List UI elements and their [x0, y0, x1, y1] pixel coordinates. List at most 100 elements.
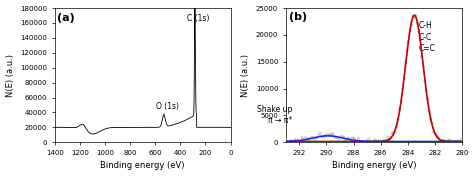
- Point: [318, 135, 325, 138]
- Point: [387, 136, 395, 139]
- Point: [393, 126, 401, 128]
- Point: [422, 89, 430, 92]
- Point: [434, 136, 442, 139]
- Point: [383, 139, 390, 142]
- Point: [438, 139, 445, 142]
- Point: [381, 139, 389, 142]
- Point: [300, 138, 308, 141]
- Point: [362, 141, 370, 144]
- Point: [389, 132, 396, 134]
- Point: [431, 132, 439, 135]
- Point: [357, 140, 365, 143]
- Point: [397, 100, 405, 102]
- Point: [285, 140, 292, 143]
- Text: C (1s): C (1s): [187, 14, 210, 23]
- Point: [360, 141, 368, 144]
- X-axis label: Binding energy (eV): Binding energy (eV): [100, 161, 185, 170]
- Point: [340, 136, 347, 139]
- Point: [366, 140, 374, 143]
- Point: [291, 139, 299, 142]
- Point: [394, 118, 402, 121]
- Point: [375, 141, 383, 144]
- Text: (a): (a): [57, 12, 75, 23]
- Point: [445, 139, 452, 142]
- Text: Shake up
π → π*: Shake up π → π*: [257, 105, 292, 125]
- Point: [344, 137, 352, 140]
- Point: [315, 134, 322, 137]
- Point: [332, 136, 340, 139]
- Point: [442, 140, 449, 143]
- Point: [427, 117, 435, 120]
- Point: [451, 140, 458, 143]
- Point: [287, 140, 294, 143]
- Point: [298, 136, 306, 139]
- Point: [347, 139, 355, 142]
- Point: [288, 140, 296, 142]
- Point: [436, 140, 443, 143]
- Point: [426, 110, 433, 113]
- Point: [380, 139, 387, 142]
- Text: C-H
C-C
C=C: C-H C-C C=C: [419, 21, 435, 53]
- Point: [356, 141, 364, 144]
- Point: [312, 137, 319, 140]
- Point: [313, 136, 321, 139]
- Point: [355, 137, 362, 140]
- Point: [424, 98, 431, 100]
- Point: [307, 137, 315, 139]
- Point: [377, 140, 384, 143]
- Point: [343, 138, 350, 141]
- Point: [372, 140, 380, 143]
- Point: [353, 140, 361, 142]
- Point: [306, 139, 313, 142]
- Y-axis label: N(E) (a.u.): N(E) (a.u.): [241, 54, 250, 97]
- Point: [374, 139, 381, 142]
- Point: [303, 139, 310, 142]
- Point: [458, 138, 465, 141]
- Point: [338, 135, 346, 138]
- Point: [378, 140, 386, 143]
- Point: [327, 134, 334, 136]
- Text: (b): (b): [289, 12, 307, 22]
- Point: [402, 61, 410, 64]
- Point: [283, 141, 291, 144]
- Point: [368, 141, 375, 144]
- Point: [325, 134, 333, 137]
- Point: [352, 139, 359, 142]
- Point: [323, 134, 331, 136]
- Point: [408, 23, 415, 26]
- Point: [415, 30, 423, 33]
- Point: [359, 141, 366, 144]
- Point: [456, 141, 464, 143]
- Point: [446, 139, 454, 142]
- Point: [405, 41, 412, 43]
- Point: [439, 140, 447, 142]
- Point: [294, 139, 301, 142]
- Point: [417, 38, 424, 41]
- Point: [406, 29, 414, 32]
- Point: [418, 55, 426, 58]
- Point: [337, 136, 345, 138]
- Point: [430, 131, 438, 133]
- Point: [290, 141, 297, 144]
- Point: [301, 136, 309, 139]
- Point: [409, 15, 417, 18]
- Point: [282, 138, 290, 140]
- Point: [412, 14, 420, 17]
- Point: [319, 136, 327, 139]
- Point: [449, 140, 456, 143]
- Point: [452, 141, 460, 144]
- Point: [348, 137, 356, 139]
- Point: [440, 139, 448, 142]
- Point: [369, 140, 377, 143]
- X-axis label: Binding energy (eV): Binding energy (eV): [332, 161, 416, 170]
- Point: [414, 22, 421, 25]
- Point: [421, 79, 428, 82]
- Point: [316, 132, 324, 135]
- Point: [390, 131, 398, 134]
- Point: [401, 77, 408, 80]
- Point: [392, 131, 399, 134]
- Point: [346, 138, 353, 140]
- Point: [292, 138, 300, 141]
- Point: [309, 136, 316, 139]
- Point: [396, 108, 403, 111]
